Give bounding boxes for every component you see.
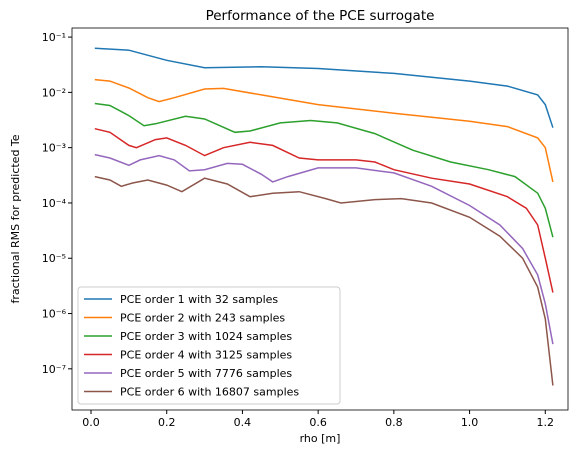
x-axis-label: rho [m] bbox=[300, 432, 341, 445]
y-tick-label: 10⁻⁶ bbox=[42, 308, 67, 321]
legend-label: PCE order 6 with 16807 samples bbox=[120, 386, 299, 399]
legend-label: PCE order 3 with 1024 samples bbox=[120, 330, 292, 343]
y-tick-label: 10⁻⁵ bbox=[42, 252, 66, 265]
x-tick-label: 0.8 bbox=[385, 416, 403, 429]
x-tick-label: 0.2 bbox=[158, 416, 176, 429]
line-series bbox=[94, 127, 554, 293]
x-tick-label: 1.2 bbox=[537, 416, 555, 429]
line-series bbox=[94, 78, 554, 183]
line-series bbox=[94, 175, 554, 386]
x-tick-label: 1.0 bbox=[461, 416, 479, 429]
legend-label: PCE order 2 with 243 samples bbox=[120, 312, 285, 325]
x-tick-label: 0.6 bbox=[309, 416, 327, 429]
x-tick-label: 0.0 bbox=[82, 416, 100, 429]
legend-label: PCE order 5 with 7776 samples bbox=[120, 367, 292, 380]
chart-title: Performance of the PCE surrogate bbox=[206, 8, 435, 24]
plot-frame bbox=[71, 27, 569, 411]
line-series bbox=[94, 47, 554, 128]
legend-box bbox=[77, 286, 341, 405]
x-tick-label: 0.4 bbox=[234, 416, 252, 429]
y-tick-label: 10⁻¹ bbox=[42, 31, 66, 44]
y-tick-label: 10⁻³ bbox=[42, 142, 66, 155]
line-series bbox=[94, 153, 554, 345]
y-tick-label: 10⁻⁷ bbox=[42, 363, 66, 376]
line-series bbox=[94, 102, 554, 238]
y-axis-label: fractional RMS for predicted Te bbox=[9, 134, 22, 303]
y-tick-label: 10⁻⁴ bbox=[42, 197, 67, 210]
legend-label: PCE order 1 with 32 samples bbox=[120, 293, 278, 306]
y-tick-label: 10⁻² bbox=[42, 86, 66, 99]
legend-label: PCE order 4 with 3125 samples bbox=[120, 349, 292, 362]
